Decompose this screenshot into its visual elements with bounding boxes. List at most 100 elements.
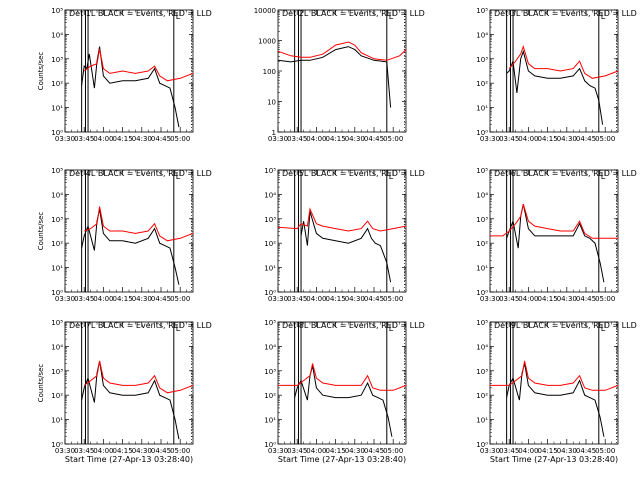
y-tick-label: 10⁵: [476, 7, 488, 15]
x-tick-label: 05:00: [595, 135, 615, 143]
y-tick-label: 100: [263, 68, 276, 76]
x-tick-label: 04:30: [132, 447, 152, 455]
detector-panel-6: Det 6L BLACK = Events, RED = LLD 10⁰ 10¹ 10…: [476, 167, 636, 303]
detector-panel-2: Det 2L BLACK = Events, RED = LLD 1 10 100 10…: [254, 7, 425, 143]
y-tick-label: 10¹: [476, 265, 488, 273]
x-tick-label: 03:45: [74, 447, 94, 455]
x-tick-label: 04:15: [113, 135, 133, 143]
y-tick-label: 10²: [264, 240, 276, 248]
lld-series-line: [277, 207, 407, 232]
y-tick-label: 10²: [51, 240, 63, 248]
panel-title: Det 9L BLACK = Events, RED = LLD: [494, 321, 637, 330]
y-tick-label: 10⁴: [476, 31, 488, 39]
x-tick-label: 04:15: [326, 447, 346, 455]
panel-title: Det 8L BLACK = Events, RED = LLD: [282, 321, 425, 330]
x-tick-label: 04:00: [306, 447, 326, 455]
x-tick-label: 03:30: [268, 447, 288, 455]
x-tick-label: 03:30: [480, 295, 500, 303]
y-tick-label: 10⁵: [264, 319, 276, 327]
x-tick-label: 05:00: [170, 447, 190, 455]
y-tick-label: 10⁰: [51, 441, 63, 449]
panel-title: Det 4L BLACK = Events, RED = LLD: [69, 169, 212, 178]
detector-panel-4: Det 4L BLACK = Events, RED = LLD 10⁰ 10¹ 10…: [37, 167, 212, 303]
y-tick-label: 10⁴: [264, 343, 276, 351]
x-axis-label: Start Time (27-Apr-13 03:28:40): [65, 455, 193, 464]
y-axis-label: Counts/sec: [37, 364, 45, 403]
panel-title: Det 7L BLACK = Events, RED = LLD: [69, 321, 212, 330]
y-tick-label: 10⁴: [476, 343, 488, 351]
detector-panel-7: Det 7L BLACK = Events, RED = LLD 10⁰ 10¹ 10…: [37, 319, 212, 464]
panel-title: Det 3L BLACK = Events, RED = LLD: [494, 9, 637, 18]
x-tick-label: 04:45: [576, 135, 596, 143]
y-tick-label: 10⁴: [51, 31, 63, 39]
y-tick-label: 10⁰: [476, 289, 488, 297]
y-axis-label: Counts/sec: [37, 212, 45, 251]
y-tick-label: 10²: [51, 80, 63, 88]
y-tick-label: 10⁴: [476, 191, 488, 199]
attenuator-label: L: [389, 324, 394, 333]
y-tick-label: 10³: [51, 216, 63, 224]
lld-series-line: [277, 41, 407, 61]
x-tick-label: 04:30: [345, 447, 365, 455]
attenuator-label: L: [601, 12, 606, 21]
attenuator-label: L: [601, 172, 606, 181]
y-tick-label: 10⁰: [51, 129, 63, 137]
events-series-line: [506, 363, 605, 437]
y-tick-label: 10⁴: [51, 343, 63, 351]
x-tick-label: 03:45: [74, 135, 94, 143]
y-tick-label: 10¹: [264, 417, 276, 425]
attenuator-label: L: [389, 172, 394, 181]
events-series-line: [81, 46, 180, 128]
x-tick-label: 05:00: [383, 447, 403, 455]
lld-series-line: [278, 363, 407, 391]
y-tick-label: 10⁵: [51, 319, 63, 327]
x-tick-label: 04:00: [93, 135, 113, 143]
y-tick-label: 10⁰: [264, 441, 276, 449]
attenuator-label: L: [176, 12, 181, 21]
lld-series-line: [490, 360, 619, 391]
y-tick-label: 1: [272, 129, 276, 137]
y-tick-label: 10³: [264, 216, 276, 224]
y-tick-label: 10⁵: [476, 319, 488, 327]
x-tick-label: 03:30: [268, 295, 288, 303]
y-tick-label: 10⁵: [51, 167, 63, 175]
x-tick-label: 04:15: [113, 295, 133, 303]
x-tick-label: 04:45: [151, 295, 171, 303]
x-axis-label: Start Time (27-Apr-13 03:28:40): [278, 455, 406, 464]
y-tick-label: 10¹: [476, 105, 488, 113]
x-tick-label: 04:15: [113, 447, 133, 455]
y-axis-label: Counts/sec: [37, 52, 45, 91]
x-axis-label: Start Time (27-Apr-13 03:28:40): [490, 455, 618, 464]
panel-title: Det 2L BLACK = Events, RED = LLD: [282, 9, 425, 18]
x-tick-label: 03:45: [499, 447, 519, 455]
y-tick-label: 10⁴: [264, 191, 276, 199]
lld-series-line: [508, 44, 619, 79]
detector-panel-1: Det 1L BLACK = Events, RED = LLD 10⁰ 10¹ 10…: [37, 7, 212, 143]
attenuator-label: L: [601, 324, 606, 333]
x-tick-label: 04:45: [151, 135, 171, 143]
events-series-line: [294, 365, 393, 437]
y-tick-label: 10⁵: [264, 167, 276, 175]
x-tick-label: 04:30: [557, 447, 577, 455]
events-series-line: [277, 46, 392, 108]
y-tick-label: 10²: [264, 392, 276, 400]
y-tick-label: 10¹: [264, 265, 276, 273]
x-tick-label: 03:30: [268, 135, 288, 143]
x-tick-label: 05:00: [595, 447, 615, 455]
panel-title: Det 1L BLACK = Events, RED = LLD: [69, 9, 212, 18]
x-tick-label: 04:00: [518, 295, 538, 303]
x-tick-label: 05:00: [170, 135, 190, 143]
x-tick-label: 04:00: [93, 447, 113, 455]
x-tick-label: 03:30: [55, 295, 75, 303]
x-tick-label: 04:15: [326, 295, 346, 303]
detector-panel-5: Det 5L BLACK = Events, RED = LLD 10⁰ 10¹ 10…: [264, 167, 424, 303]
lld-series-line: [490, 204, 618, 239]
x-tick-label: 04:30: [557, 295, 577, 303]
x-tick-label: 03:30: [55, 447, 75, 455]
detector-panel-3: Det 3L BLACK = Events, RED = LLD 10⁰ 10¹ 10…: [476, 7, 636, 143]
y-tick-label: 10000: [254, 7, 276, 15]
y-tick-label: 10²: [476, 392, 488, 400]
y-tick-label: 10¹: [51, 417, 63, 425]
lld-series-line: [83, 48, 194, 82]
